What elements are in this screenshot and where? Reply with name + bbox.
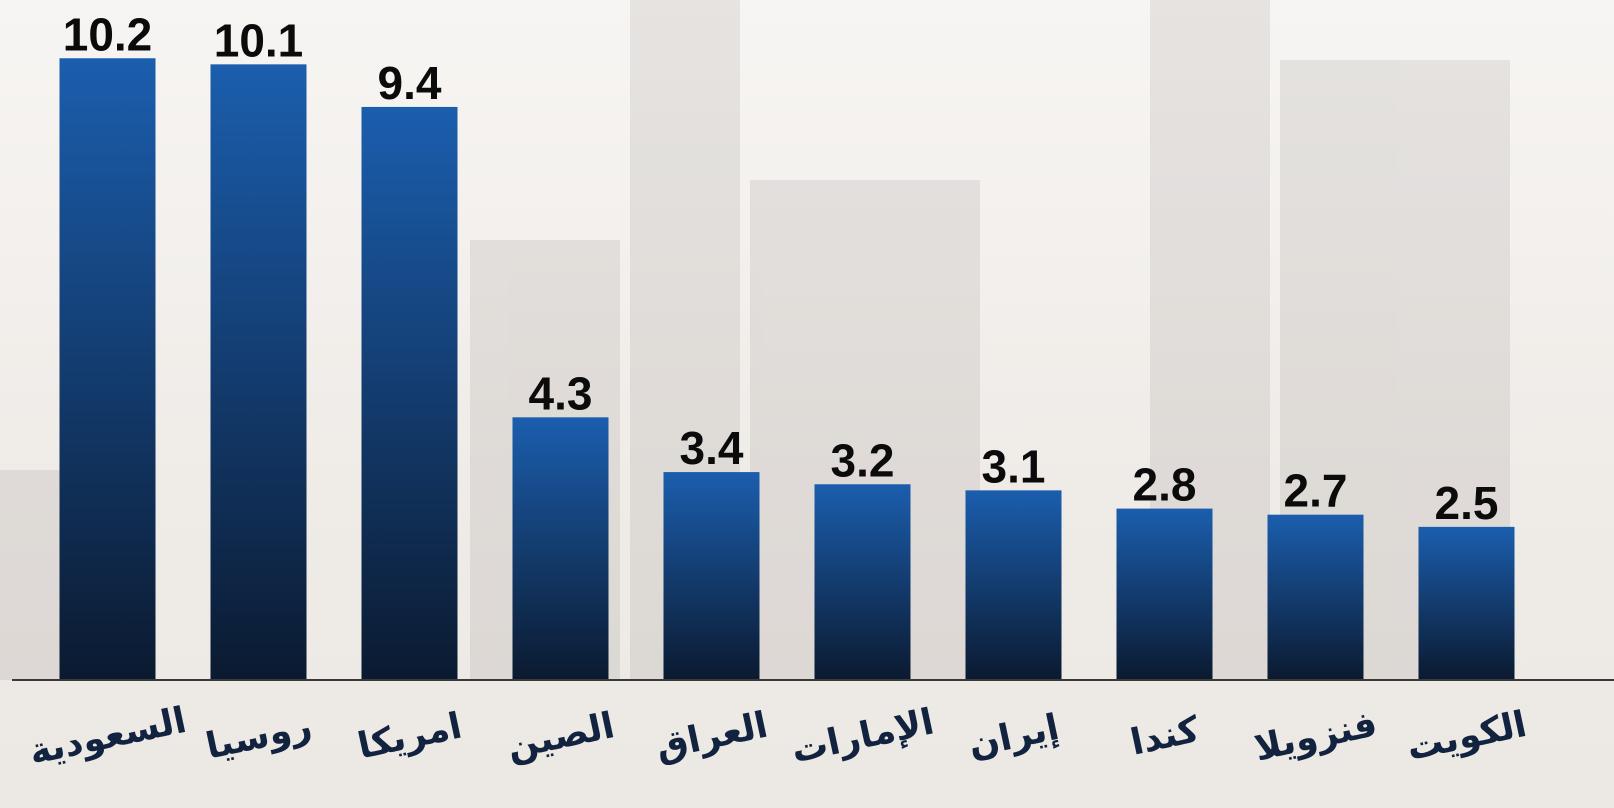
value-label: 2.8: [1133, 459, 1197, 511]
bar: [1418, 526, 1515, 679]
bar: [210, 64, 307, 680]
value-label: 9.4: [378, 57, 442, 109]
value-label: 3.4: [680, 422, 744, 474]
value-label: 10.1: [214, 14, 304, 66]
bar: [1116, 508, 1213, 679]
value-label: 2.7: [1284, 465, 1348, 517]
bar: [965, 490, 1062, 679]
plot-area: 10.2السعودية10.1روسيا9.4امريكا4.3الصين3.…: [26, 8, 1531, 773]
value-label: 2.5: [1435, 477, 1499, 529]
bar: [814, 484, 911, 679]
value-label: 4.3: [529, 367, 593, 419]
bar: [663, 472, 760, 679]
value-label: 3.1: [982, 440, 1046, 492]
bar: [512, 417, 609, 679]
bar: [1267, 514, 1364, 679]
bar: [361, 106, 458, 679]
value-label: 10.2: [63, 8, 153, 60]
value-label: 3.2: [831, 434, 895, 486]
bar: [59, 58, 156, 679]
